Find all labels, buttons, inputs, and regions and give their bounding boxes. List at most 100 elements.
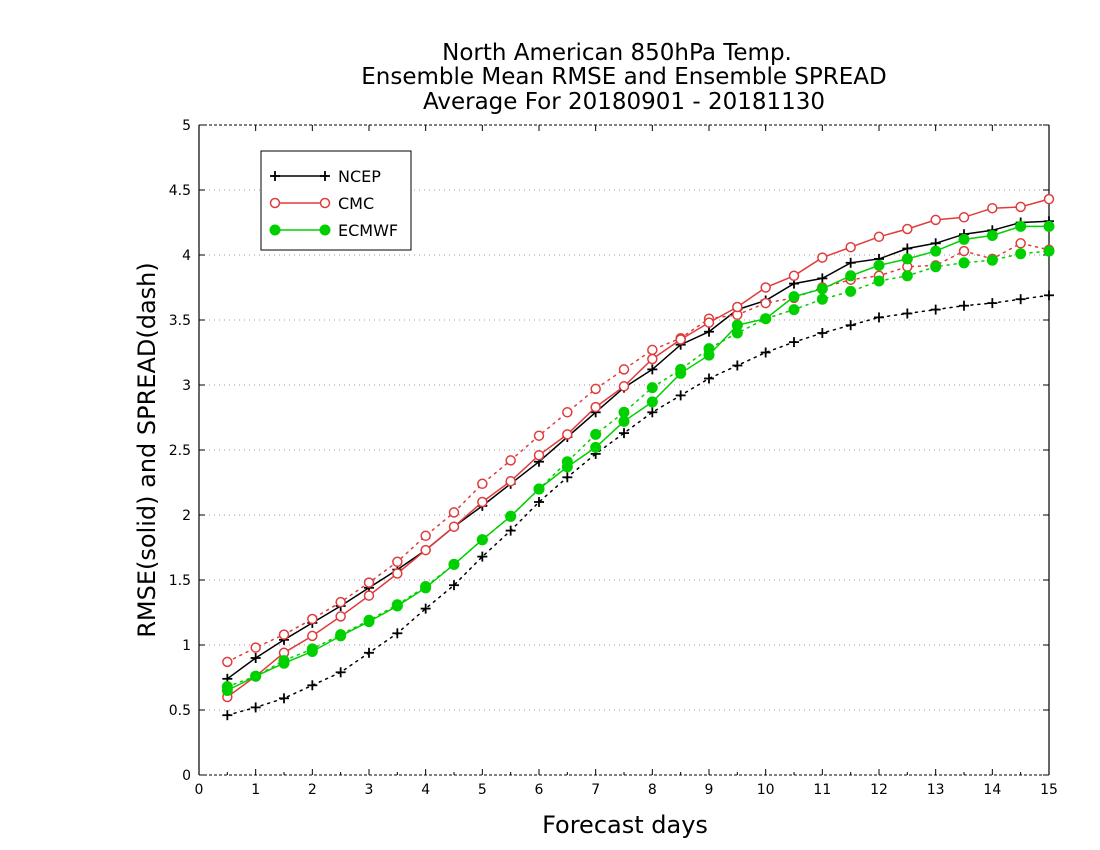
title-line-2: Ensemble Mean RMSE and Ensemble SPREAD — [361, 64, 886, 90]
point-ncep-spread-2 — [279, 693, 289, 704]
y-axis-ticks: 0 0.5 1 1.5 2 2.5 3 3.5 4 4.5 5 — [169, 118, 1049, 784]
point-ecmwf-rmse-9 — [476, 534, 488, 546]
x-tick-label-1: 1 — [251, 782, 260, 798]
point-ncep-spread-12 — [562, 472, 573, 483]
point-cmc-rmse-18 — [732, 301, 743, 313]
point-ecmwf-rmse-18 — [731, 319, 743, 331]
point-ncep-spread-5 — [364, 647, 374, 658]
point-cmc-rmse-23 — [873, 231, 885, 243]
point-cmc-rmse-6 — [392, 568, 403, 579]
point-cmc-spread-13 — [590, 383, 601, 395]
point-ncep-spread-24 — [902, 308, 913, 319]
point-ncep-spread-1 — [250, 702, 261, 713]
series-line-cmc-rmse — [226, 198, 1050, 698]
point-ecmwf-rmse-12 — [561, 461, 573, 473]
point-cmc-spread-8 — [448, 507, 460, 518]
series-line-ecmwf-rmse — [226, 225, 1049, 692]
x-tick-label-4: 4 — [421, 782, 430, 798]
point-cmc-rmse-25 — [930, 214, 941, 226]
y-axis-label: RMSE(solid) and SPREAD(dash) — [133, 262, 161, 638]
point-cmc-spread-10 — [505, 455, 516, 466]
point-ecmwf-rmse-1 — [250, 670, 262, 682]
x-tick-label-15: 15 — [1040, 782, 1058, 798]
point-ecmwf-spread-29 — [1043, 245, 1055, 257]
legend-item-ncep: NCEP — [270, 167, 381, 186]
point-ecmwf-rmse-2 — [278, 657, 290, 669]
point-ncep-spread-3 — [307, 680, 318, 691]
point-cmc-spread-19 — [760, 297, 771, 309]
series-line-ncep-spread — [226, 294, 1050, 716]
point-cmc-spread-4 — [335, 596, 346, 608]
point-ncep-spread-9 — [477, 551, 488, 562]
x-tick-label-14: 14 — [983, 782, 1001, 798]
point-cmc-rmse-12 — [562, 429, 573, 440]
point-ncep-rmse-15 — [647, 364, 658, 375]
point-cmc-spread-1 — [250, 642, 261, 653]
point-ecmwf-rmse-29 — [1043, 220, 1055, 232]
y-tick-label-1: 0.5 — [169, 703, 191, 719]
point-cmc-spread-6 — [392, 556, 403, 568]
point-ecmwf-rmse-24 — [901, 253, 913, 265]
point-ecmwf-rmse-15 — [646, 396, 658, 408]
point-ncep-spread-17 — [704, 373, 714, 384]
point-ecmwf-rmse-28 — [1015, 220, 1027, 232]
point-ecmwf-rmse-3 — [306, 646, 318, 657]
point-ecmwf-spread-23 — [873, 275, 885, 287]
point-cmc-rmse-24 — [902, 223, 913, 235]
point-cmc-spread-7 — [420, 530, 431, 542]
series-layer — [221, 193, 1055, 721]
legend-box — [260, 150, 412, 251]
x-axis-ticks: 0 1 2 3 4 5 6 7 8 9 10 11 12 13 14 15 — [195, 125, 1058, 798]
point-ecmwf-spread-24 — [901, 270, 913, 282]
x-tick-label-3: 3 — [365, 782, 374, 798]
y-tick-label-3: 1.5 — [169, 573, 191, 589]
point-cmc-spread-12 — [562, 407, 573, 418]
point-ecmwf-spread-27 — [986, 254, 998, 266]
point-cmc-spread-9 — [477, 478, 488, 490]
point-ncep-spread-29 — [1044, 290, 1054, 301]
point-cmc-rmse-15 — [647, 353, 658, 365]
point-ncep-spread-23 — [874, 312, 884, 323]
point-ecmwf-rmse-16 — [675, 367, 687, 379]
point-ecmwf-spread-15 — [646, 382, 658, 394]
point-ecmwf-spread-25 — [930, 261, 942, 273]
series-line-ncep-rmse — [226, 220, 1050, 680]
point-cmc-rmse-22 — [845, 241, 856, 253]
point-ncep-rmse-1 — [250, 653, 261, 663]
legend-label-ncep: NCEP — [338, 167, 381, 186]
point-cmc-rmse-26 — [958, 212, 970, 223]
point-ecmwf-spread-28 — [1015, 248, 1027, 260]
point-cmc-rmse-11 — [533, 449, 545, 461]
x-tick-label-12: 12 — [870, 782, 888, 798]
point-ecmwf-rmse-27 — [986, 230, 998, 241]
point-cmc-spread-28 — [1015, 238, 1026, 249]
point-ncep-spread-19 — [760, 347, 771, 358]
point-cmc-rmse-17 — [703, 317, 715, 328]
title-line-3: Average For 20180901 - 20181130 — [423, 89, 825, 115]
x-tick-label-0: 0 — [195, 782, 204, 798]
point-ecmwf-rmse-7 — [420, 582, 432, 594]
point-ncep-spread-27 — [987, 298, 998, 309]
legend-marker-left-ecmwf — [269, 224, 281, 236]
point-cmc-spread-26 — [958, 245, 970, 257]
y-tick-label-5: 2.5 — [169, 443, 191, 459]
point-ecmwf-rmse-14 — [618, 415, 630, 427]
point-ecmwf-rmse-23 — [873, 259, 885, 271]
point-cmc-rmse-13 — [590, 401, 601, 413]
point-cmc-rmse-21 — [817, 252, 828, 263]
point-cmc-rmse-8 — [448, 521, 460, 532]
legend-marker-right-ncep — [320, 171, 330, 181]
y-tick-label-10: 5 — [182, 118, 191, 134]
point-ncep-rmse-22 — [845, 257, 856, 268]
legend-label-ecmwf: ECMWF — [338, 221, 398, 240]
point-ecmwf-spread-14 — [618, 406, 630, 418]
point-ecmwf-rmse-10 — [505, 510, 517, 522]
point-ecmwf-rmse-26 — [958, 233, 970, 245]
title-line-1: North American 850hPa Temp. — [442, 40, 792, 66]
legend-marker-left-ncep — [270, 171, 280, 181]
point-cmc-rmse-29 — [1043, 193, 1055, 205]
point-ncep-spread-0 — [222, 710, 233, 721]
point-cmc-rmse-7 — [420, 544, 431, 556]
point-cmc-rmse-28 — [1015, 201, 1026, 213]
point-cmc-spread-3 — [307, 613, 318, 625]
